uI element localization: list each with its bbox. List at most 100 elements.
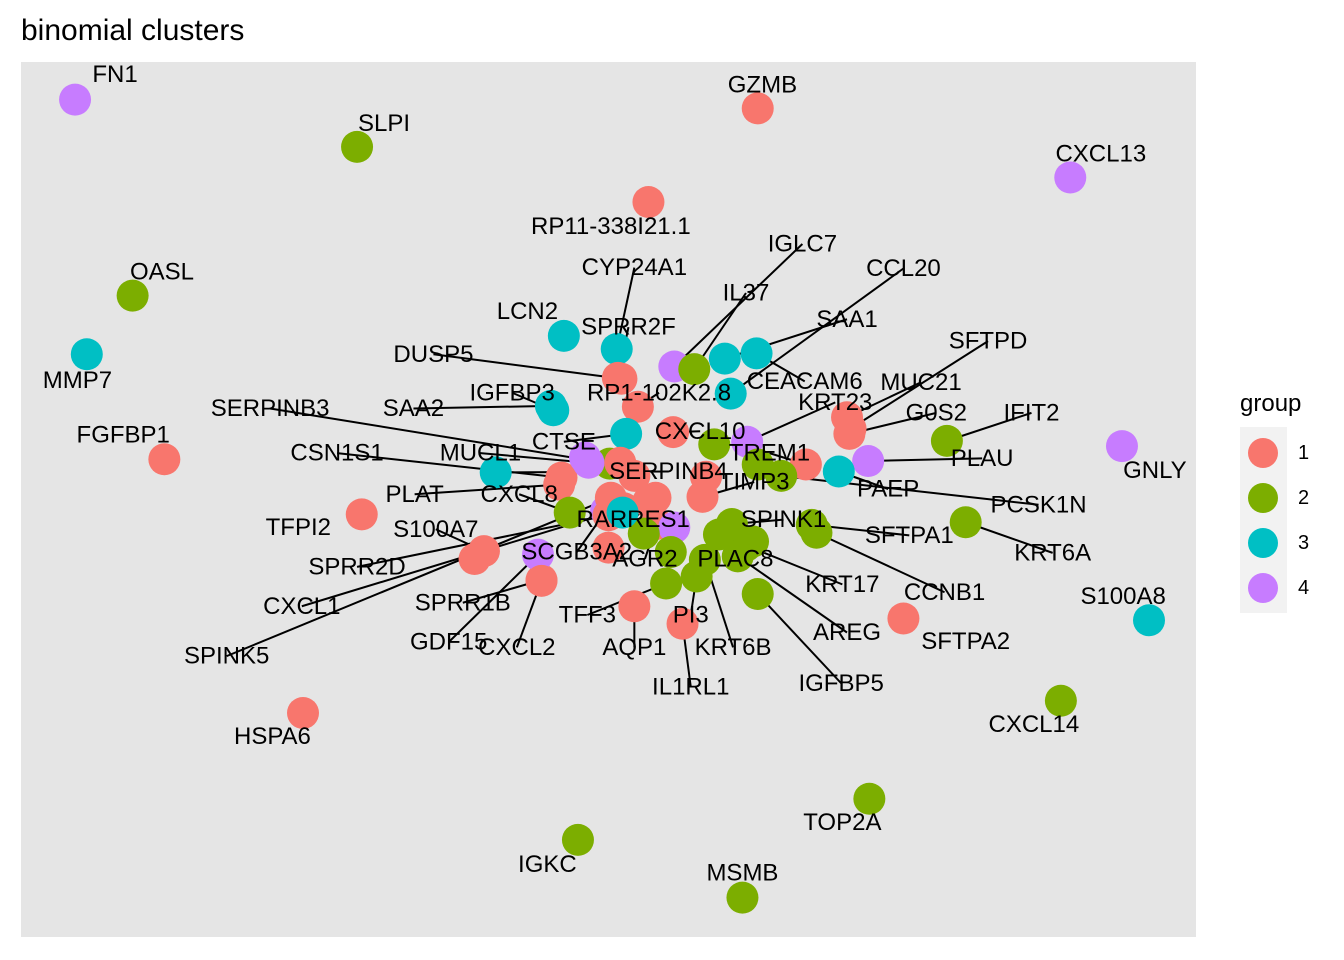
- point-unlabeled-75: [632, 485, 665, 518]
- point-lcn2: [547, 319, 580, 352]
- label-ctse: CTSE: [532, 428, 596, 455]
- point-unlabeled-82: [606, 496, 639, 529]
- label-s100a7: S100A7: [393, 516, 478, 543]
- point-unlabeled-83: [458, 543, 491, 575]
- point-ctse: [610, 417, 643, 450]
- label-serpinb4: SERPINB4: [609, 458, 728, 485]
- label-cxcl1: CXCL1: [263, 593, 340, 620]
- label-msmb: MSMB: [706, 860, 778, 887]
- label-krt23: KRT23: [798, 389, 872, 416]
- legend-swatch-group-1: [1248, 438, 1278, 468]
- point-plat: [543, 468, 576, 501]
- point-unlabeled-74: [741, 448, 774, 481]
- label-tff3: TFF3: [559, 602, 616, 629]
- label-gnly: GNLY: [1123, 457, 1187, 484]
- label-sprr1b: SPRR1B: [415, 589, 511, 616]
- point-msmb: [726, 881, 759, 914]
- point-unlabeled-81: [569, 441, 601, 474]
- label-csn1s1: CSN1S1: [290, 440, 383, 467]
- legend-swatch-group-3: [1248, 528, 1278, 558]
- label-dusp5: DUSP5: [393, 341, 473, 368]
- label-tfpi2: TFPI2: [266, 514, 331, 541]
- point-serpinb4: [479, 456, 512, 489]
- label-sprr2d: SPRR2D: [308, 553, 405, 580]
- label-cyp24a1: CYP24A1: [582, 254, 687, 281]
- point-rp1-102k2-8: [621, 390, 654, 423]
- label-sftpd: SFTPD: [949, 328, 1028, 355]
- point-g0s2: [833, 417, 866, 450]
- label-areg: AREG: [813, 619, 881, 646]
- label-saa2: SAA2: [383, 395, 444, 422]
- label-gdf15: GDF15: [410, 629, 487, 656]
- label-saa1: SAA1: [816, 306, 877, 333]
- connector-ccnb1: [816, 531, 945, 594]
- point-unlabeled-80: [654, 536, 687, 568]
- point-rp11-338i21-1: [632, 186, 665, 218]
- label-plat: PLAT: [386, 481, 445, 508]
- point-igkc: [561, 823, 594, 856]
- label-krt6a: KRT6A: [1014, 539, 1091, 566]
- connector-pcsk1n: [781, 474, 1039, 506]
- point-unlabeled-71: [618, 459, 651, 492]
- point-unlabeled-73: [698, 428, 731, 461]
- data-points: [59, 83, 1165, 914]
- legend-label-group-1: 1: [1298, 442, 1309, 464]
- point-cxcl14: [1044, 684, 1077, 717]
- label-agr2: AGR2: [612, 546, 677, 573]
- point-il37: [678, 353, 711, 386]
- label-sftpa2: SFTPA2: [921, 628, 1010, 655]
- chart-title: binomial clusters: [21, 14, 244, 47]
- label-gzmb: GZMB: [728, 71, 797, 98]
- label-cxcl13: CXCL13: [1055, 140, 1146, 167]
- connector-plau: [868, 457, 983, 462]
- point-krt17: [702, 518, 735, 551]
- label-cxcl8: CXCL8: [481, 481, 558, 508]
- point-fgfbp1: [148, 443, 181, 476]
- label-timp3: TIMP3: [719, 469, 790, 496]
- label-trem1: TREM1: [729, 440, 810, 467]
- legend-swatch-group-2: [1248, 483, 1278, 513]
- point-trem1: [789, 448, 822, 481]
- point-ceacam6: [740, 337, 773, 370]
- point-tff3: [650, 567, 683, 600]
- label-iglc7: IGLC7: [768, 231, 837, 258]
- point-cxcl2: [525, 564, 558, 597]
- point-il1rl1: [666, 607, 699, 640]
- connector-spink5: [226, 496, 612, 658]
- label-cxcl2: CXCL2: [478, 634, 555, 661]
- label-scgb3a2: SCGB3A2: [521, 539, 632, 566]
- label-il1rl1: IL1RL1: [652, 673, 729, 700]
- label-rp1-102k2-8: RP1-102K2.8: [587, 379, 731, 406]
- point-top2a: [853, 782, 886, 815]
- label-ifit2: IFIT2: [1003, 399, 1059, 426]
- connector-dusp5: [433, 353, 622, 380]
- point-cxcl10: [657, 416, 690, 449]
- point-oasl: [116, 279, 149, 312]
- point-paep: [822, 455, 855, 488]
- label-g0s2: G0S2: [906, 399, 967, 426]
- connector-plat: [414, 483, 560, 496]
- point-fn1: [59, 83, 92, 116]
- point-ccl20: [714, 377, 747, 410]
- label-hspa6: HSPA6: [234, 723, 311, 750]
- point-unlabeled-79: [592, 531, 625, 564]
- label-spink1: SPINK1: [741, 506, 826, 533]
- legend: group 1 2 3 4: [1240, 390, 1309, 613]
- point-krt6a: [949, 506, 982, 539]
- label-fgfbp1: FGFBP1: [77, 421, 170, 448]
- label-lcn2: LCN2: [497, 298, 558, 325]
- label-oasl: OASL: [130, 259, 194, 286]
- label-serpinb3: SERPINB3: [211, 395, 330, 422]
- label-pcsk1n: PCSK1N: [991, 491, 1087, 518]
- label-mmp7: MMP7: [43, 367, 112, 394]
- point-dusp5: [605, 362, 638, 395]
- point-slpi: [341, 130, 374, 163]
- label-ccnb1: CCNB1: [904, 579, 985, 606]
- point-gnly: [1105, 430, 1138, 463]
- label-slpi: SLPI: [358, 110, 410, 137]
- label-rarres1: RARRES1: [576, 506, 689, 533]
- point-gzmb: [741, 92, 774, 125]
- label-plac8: PLAC8: [697, 546, 773, 573]
- label-krt17: KRT17: [805, 571, 879, 598]
